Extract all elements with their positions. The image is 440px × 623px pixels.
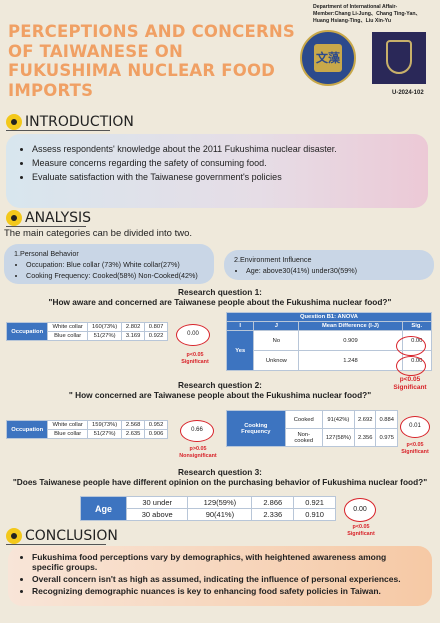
table-cell: 2.802 bbox=[121, 322, 146, 332]
table-cell: Cooked bbox=[284, 410, 323, 429]
personal-behavior-box: 1.Personal Behavior Occupation: Blue col… bbox=[4, 244, 214, 284]
table-cell: 159(73%) bbox=[87, 420, 123, 430]
table-cell: 0.921 bbox=[293, 496, 336, 509]
table-cell: Question B1: ANOVA bbox=[226, 312, 432, 322]
rq1-occupation-table: Occupation White collar 160(73%) 2.802 0.80… bbox=[5, 322, 168, 341]
table-cell: White collar bbox=[47, 322, 89, 332]
table-row: Cooking Frequency Cooked 91(42%) 2.692 0.88… bbox=[226, 410, 398, 447]
table-cell: 90(41%) bbox=[187, 508, 253, 521]
table-cell: 2.356 bbox=[353, 428, 377, 447]
table-cell: I bbox=[225, 321, 255, 331]
table-cell: 51(27%) bbox=[87, 429, 123, 439]
rq1-p-value: 0.00 bbox=[176, 324, 210, 346]
table-cell: 2.336 bbox=[251, 508, 295, 521]
table-cell: 0.807 bbox=[144, 322, 168, 332]
environment-influence-box: 2.Environment Influence Age: above30(41%… bbox=[224, 250, 434, 280]
table-cell: 0.922 bbox=[144, 331, 168, 341]
rq1-anova-circle-1 bbox=[396, 336, 426, 356]
radiation-icon bbox=[6, 528, 22, 544]
table-cell: No bbox=[253, 330, 300, 351]
rq3-significance: p<0.05 Significant bbox=[347, 524, 375, 537]
rq1-heading: Research question 1: "How aware and conc… bbox=[48, 287, 392, 307]
analysis-heading: ANALYSIS bbox=[6, 210, 91, 226]
table-cell: Non-cooked bbox=[284, 428, 323, 447]
table-cell: J bbox=[253, 321, 300, 331]
table-cell: Sig. bbox=[401, 321, 432, 331]
divider bbox=[6, 226, 86, 227]
table-cell: Occupation bbox=[5, 420, 49, 439]
table-cell: Age bbox=[80, 496, 127, 521]
table-cell: Mean Difference (I-J) bbox=[298, 321, 403, 331]
table-row: Blue collar 51(27%) 2.635 0.906 bbox=[7, 429, 168, 439]
table-cell: 30 under bbox=[125, 496, 189, 509]
department-info: Department of International Affair- Memb… bbox=[313, 4, 421, 24]
rq1-significance: p<0.05 Significant bbox=[181, 352, 209, 365]
table-cell: Blue collar bbox=[47, 331, 89, 341]
table-row: Age 30 under 129(59%) 2.866 0.921 bbox=[80, 496, 336, 521]
conclusion-bullet: Recognizing demographic nuances is key t… bbox=[32, 586, 418, 596]
divider bbox=[6, 130, 110, 131]
table-cell: 2.692 bbox=[353, 410, 377, 429]
crest-icon bbox=[372, 32, 426, 84]
table-cell: 2.866 bbox=[251, 496, 295, 509]
rq2-heading: Research question 2: " How concerned are… bbox=[68, 380, 372, 400]
table-row: Question B1: ANOVA bbox=[226, 312, 432, 322]
table-cell: Blue collar bbox=[47, 429, 89, 439]
table-cell: 91(42%) bbox=[321, 410, 355, 429]
table-cell: 2.635 bbox=[121, 429, 146, 439]
rq2-cooking-table: Cooking Frequency Cooked 91(42%) 2.692 0.88… bbox=[226, 410, 398, 447]
intro-bullet: Assess respondents' knowledge about the … bbox=[32, 144, 412, 154]
rq2-occupation-significance: p>0.05 Nonsignificant bbox=[179, 446, 217, 459]
table-cell: 30 above bbox=[125, 508, 189, 521]
rq2-cooking-significance: p<0.05 Significant bbox=[401, 442, 429, 455]
table-row: Occupation White collar 159(73%) 2.568 0.95… bbox=[5, 420, 168, 439]
table-cell: 2.568 bbox=[121, 420, 146, 430]
rq3-p-value: 0.00 bbox=[344, 498, 376, 522]
intro-bullet: Measure concerns regarding the safety of… bbox=[32, 158, 412, 168]
conclusion-box: Fukushima food perceptions vary by demog… bbox=[8, 546, 432, 606]
table-cell: 1.248 bbox=[298, 350, 403, 371]
table-cell: 0.975 bbox=[375, 428, 398, 447]
table-cell: 0.906 bbox=[144, 429, 168, 439]
table-cell: 129(59%) bbox=[187, 496, 253, 509]
rq2-occupation-table: Occupation White collar 159(73%) 2.568 0.95… bbox=[5, 420, 168, 439]
table-cell: 0.910 bbox=[293, 508, 336, 521]
radiation-icon bbox=[6, 210, 22, 226]
conclusion-bullet: Overall concern isn't as high as assumed… bbox=[32, 574, 418, 584]
analysis-subtitle: The main categories can be divided into … bbox=[4, 228, 192, 239]
table-cell: 51(27%) bbox=[87, 331, 123, 341]
table-cell: 3.169 bbox=[121, 331, 146, 341]
radiation-icon bbox=[6, 114, 22, 130]
rq2-occupation-p-value: 0.66 bbox=[180, 420, 214, 442]
table-cell: Occupation bbox=[5, 322, 49, 341]
table-cell: 0.884 bbox=[375, 410, 398, 429]
rq1-anova-circle-2 bbox=[396, 356, 426, 376]
intro-bullet: Evaluate satisfaction with the Taiwanese… bbox=[32, 172, 412, 182]
table-cell: 0.909 bbox=[298, 330, 403, 351]
table-row: 30 above 90(41%) 2.336 0.910 bbox=[81, 508, 336, 521]
table-cell: Yes bbox=[225, 330, 255, 371]
conclusion-bullet: Fukushima food perceptions vary by demog… bbox=[32, 552, 418, 572]
table-cell: Cooking Frequency bbox=[226, 410, 286, 447]
university-seal-icon: 文藻 bbox=[300, 30, 356, 86]
rq3-age-table: Age 30 under 129(59%) 2.866 0.921 30 above 9… bbox=[80, 496, 336, 521]
divider bbox=[6, 544, 106, 545]
table-cell: 0.952 bbox=[144, 420, 168, 430]
table-cell: White collar bbox=[47, 420, 89, 430]
rq1-anova-significance: p<0.05 Significant bbox=[393, 376, 427, 391]
table-cell: Unknow bbox=[253, 350, 300, 371]
introduction-box: Assess respondents' knowledge about the … bbox=[6, 134, 428, 208]
table-row: Non-cooked 127(58%) 2.356 0.975 bbox=[227, 428, 398, 447]
table-row: Occupation White collar 160(73%) 2.802 0.80… bbox=[5, 322, 168, 341]
rq3-heading: Research question 3: "Does Taiwanese peo… bbox=[12, 467, 428, 487]
poster-code: U-2024-102 bbox=[392, 90, 424, 96]
table-row: Blue collar 51(27%) 3.169 0.922 bbox=[7, 331, 168, 341]
table-cell: 160(73%) bbox=[87, 322, 123, 332]
poster-title: PERCEPTIONS AND CONCERNS OF TAIWANESE ON… bbox=[8, 22, 295, 100]
table-cell: 127(58%) bbox=[321, 428, 355, 447]
introduction-heading: INTRODUCTION bbox=[6, 114, 134, 130]
rq2-cooking-p-value: 0.01 bbox=[400, 416, 430, 438]
conclusion-heading: CONCLUSION bbox=[6, 528, 118, 544]
